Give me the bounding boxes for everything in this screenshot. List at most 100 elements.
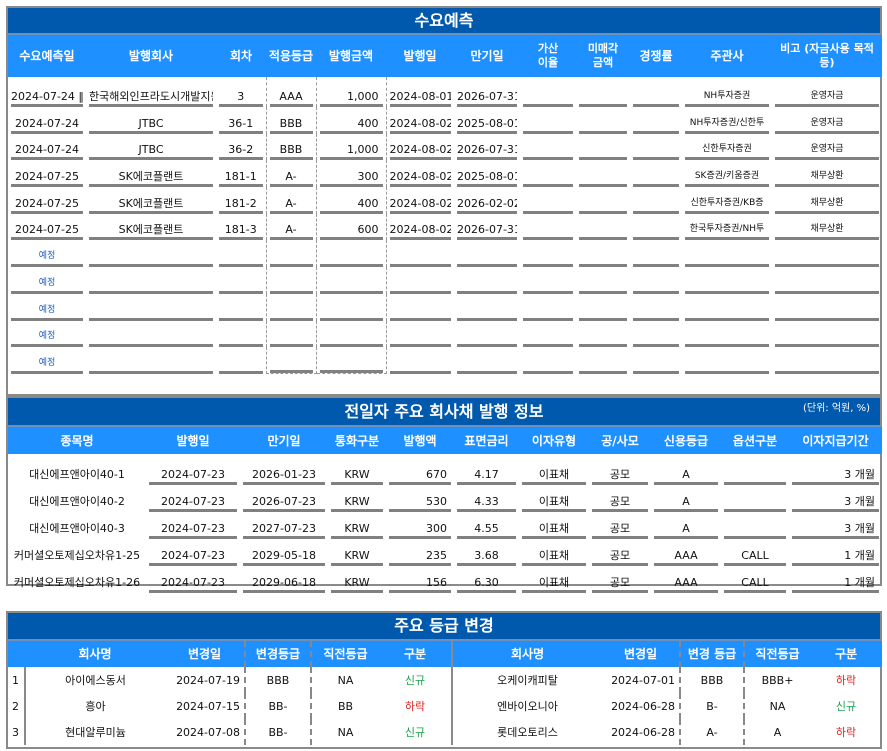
table-cell: 신한투자증권/KB증 [682, 187, 772, 214]
table-row-planned[interactable]: 예정 [8, 240, 882, 268]
cell-value [633, 168, 679, 188]
table-cell: 1,000 [315, 77, 387, 107]
cell-value: 2024-07-23 [149, 493, 237, 512]
cell-value [775, 302, 879, 321]
cell-value: 2024-08-01 [389, 88, 451, 107]
cell-value: 2024-07-23 [149, 547, 237, 566]
table-cell [520, 267, 576, 294]
column-header: 구분 [379, 641, 452, 667]
cell-value: 2026-07-31 [457, 221, 517, 241]
cell-value [219, 355, 263, 374]
cell-value: 예정 [11, 328, 83, 348]
cell-value: 2024-07-23 [149, 574, 237, 593]
table-cell: 300 [386, 512, 454, 539]
section-title: 주요 등급 변경 [8, 613, 880, 641]
table-cell: 예정 [8, 321, 86, 348]
table-row[interactable]: 2024-07-25 SK에코플랜트 181-2 A- 400 2024-08-02 202… [8, 187, 882, 214]
cell-value: 2029-06-18 [243, 574, 325, 593]
table-row[interactable]: 2024-07-25 SK에코플랜트 181-3 A- 600 2024-08-02 202… [8, 213, 882, 241]
table-cell: KRW [328, 512, 386, 539]
table-cell: 2024-07-25 [8, 160, 86, 188]
table-row[interactable]: 2 흥아 2024-07-15 BB- BB 하락 엔바이오니아 2024-06-28 B- NA… [8, 693, 882, 719]
table-cell: 공모 [589, 539, 651, 566]
cell-value: 신한투자증권 [685, 141, 769, 161]
table-cell [454, 347, 520, 374]
cell-value: KRW [331, 466, 383, 485]
table-cell [630, 187, 682, 214]
cell-value: 2026-07-23 [243, 493, 325, 512]
table-cell: 운영자금 [772, 134, 882, 161]
table-cell [721, 485, 789, 512]
table-row[interactable]: 대신에프앤아이40-3 2024-07-23 2027-07-23 KRW 300 4.5… [8, 512, 882, 539]
cell-value [523, 141, 573, 161]
cell-value [523, 355, 573, 374]
table-cell: 공모 [589, 485, 651, 512]
table-row[interactable]: 2024-07-24 ‖ 한국해외인프라도시개발지원공 3 AAA 1,000 2024-… [8, 77, 882, 107]
table-cell: SK에코플랜트 [86, 214, 216, 241]
table-cell [682, 347, 772, 374]
cell-value [633, 302, 679, 321]
cell-value: 2026-02-02 [457, 195, 517, 214]
table-cell: 1 개월 [789, 539, 882, 566]
table-cell [216, 240, 266, 268]
table-row[interactable]: 대신에프앤아이40-1 2024-07-23 2026-01-23 KRW 670 4.1… [8, 454, 882, 485]
cell-value: 181-1 [219, 168, 263, 188]
table-cell [454, 267, 520, 294]
table-cell: JTBC [86, 107, 216, 134]
cell-value: 2024-07-24 [11, 115, 83, 134]
table-cell [576, 77, 630, 107]
table-cell: 이표채 [519, 512, 589, 539]
table-cell [315, 347, 387, 375]
table-cell: 2024-07-23 [146, 512, 240, 539]
table-row[interactable]: 대신에프앤아이40-2 2024-07-23 2026-07-23 KRW 530 4.3… [8, 485, 882, 512]
table-cell: 2024-08-02 [386, 134, 454, 161]
table-cell [86, 321, 216, 348]
table-cell [721, 512, 789, 539]
cell-value: AAA [654, 574, 718, 593]
table-row[interactable]: 1 아이에스동서 2024-07-19 BBB NA 신규 오케이캐피탈 2024-07-01… [8, 667, 882, 693]
column-header: 발행일 [386, 35, 454, 77]
table-row[interactable]: 3 현대알루미늄 2024-07-08 BB- NA 신규 롯데오토리스 2024-06-28… [8, 719, 882, 745]
table-cell: BBB [679, 667, 745, 693]
table-row[interactable]: 커머셜오토제십오차유1-26 2024-07-23 2029-06-18 KRW 156… [8, 566, 882, 593]
cell-value: 운영자금 [775, 141, 879, 161]
column-header: 미매각 금액 [576, 35, 630, 77]
table-row[interactable]: 커머셜오토제십오차유1-25 2024-07-23 2029-05-18 KRW 235… [8, 539, 882, 566]
table-cell: 2029-06-18 [240, 566, 328, 593]
table-cell [454, 294, 520, 321]
table-cell: KRW [328, 566, 386, 593]
table-cell: 670 [386, 454, 454, 485]
table-cell: SK에코플랜트 [86, 187, 216, 214]
column-header: 변경일 [165, 641, 245, 667]
column-header: 발행액 [386, 427, 454, 454]
cell-value [89, 328, 213, 348]
table-cell [86, 294, 216, 321]
table-row-planned[interactable]: 예정 [8, 347, 882, 375]
cell-value [579, 328, 627, 348]
cell-value [457, 275, 517, 294]
cell-value: NH투자증권 [685, 88, 769, 107]
cell-value: 커머셜오토제십오차유1-26 [13, 576, 141, 589]
table-cell: 2 [8, 693, 26, 719]
table-row-planned[interactable]: 예정 [8, 293, 882, 321]
table-cell [576, 187, 630, 214]
table-cell: 신규 [404, 674, 426, 687]
table-row[interactable]: 2024-07-25 SK에코플랜트 181-1 A- 300 2024-08-02 202… [8, 160, 882, 188]
table-cell [520, 294, 576, 321]
table-cell: 2024-07-24 [8, 134, 86, 161]
table-cell [86, 347, 216, 374]
column-header: 공/사모 [589, 427, 651, 454]
column-header: 발행회사 [86, 35, 216, 77]
table-cell: 3.68 [454, 539, 519, 566]
column-header: 발행일 [146, 427, 240, 454]
table-cell: A- [265, 187, 317, 214]
table-cell: 예정 [8, 267, 86, 294]
table-cell: 2024-07-24 ‖ [8, 77, 86, 107]
table-row[interactable]: 2024-07-24 JTBC 36-2 BBB 1,000 2024-08-02 2026… [8, 133, 882, 161]
table-row-planned[interactable]: 예정 [8, 267, 882, 294]
table-cell [520, 107, 576, 134]
table-row-planned[interactable]: 예정 [8, 320, 882, 348]
cell-value [633, 248, 679, 268]
table-row[interactable]: 2024-07-24 JTBC 36-1 BBB 400 2024-08-02 2025-0… [8, 107, 882, 134]
cell-value: 이표채 [522, 547, 586, 566]
